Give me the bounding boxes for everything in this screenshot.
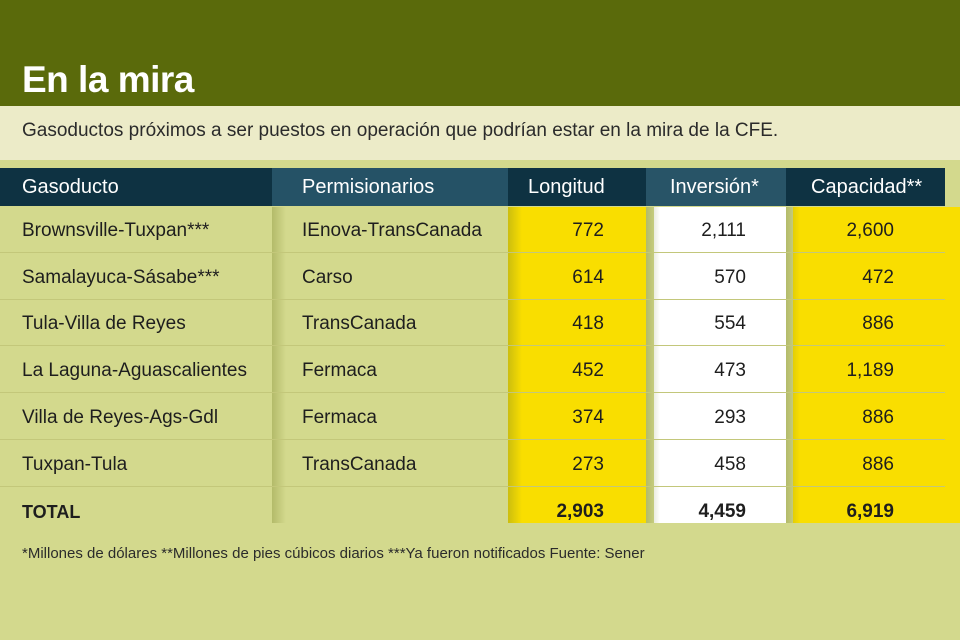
column-shadow [272, 207, 286, 523]
total-inversion: 4,459 [698, 501, 746, 522]
row-divider [0, 486, 945, 487]
cell-gasoducto: Villa de Reyes-Ags-Gdl [22, 407, 219, 428]
longitud-column-highlight [508, 207, 646, 523]
header-segment [272, 168, 508, 206]
cell-permisionario: Fermaca [302, 360, 377, 381]
cell-longitud: 452 [572, 360, 604, 381]
cell-permisionario: Carso [302, 267, 353, 288]
cell-permisionario: TransCanada [302, 313, 417, 334]
column-header-gasoducto: Gasoducto [22, 176, 119, 198]
total-label: TOTAL [22, 502, 81, 522]
cell-permisionario: Fermaca [302, 407, 377, 428]
cell-gasoducto: Tuxpan-Tula [22, 454, 128, 475]
capacidad-column-highlight [793, 207, 960, 523]
footnote: *Millones de dólares **Millones de pies … [22, 545, 645, 562]
header-segment [646, 168, 786, 206]
cell-inversion: 473 [714, 360, 746, 381]
column-header-permisionarios: Permisionarios [302, 176, 435, 198]
cell-longitud: 273 [572, 454, 604, 475]
header-segment [508, 168, 646, 206]
column-shadow [786, 207, 800, 523]
cell-capacidad: 886 [862, 313, 894, 334]
cell-gasoducto: Brownsville-Tuxpan*** [22, 220, 210, 241]
row-divider [0, 392, 945, 393]
cell-gasoducto: Samalayuca-Sásabe*** [22, 267, 220, 288]
row-divider [0, 345, 945, 346]
total-capacidad: 6,919 [846, 501, 894, 522]
cell-inversion: 570 [714, 267, 746, 288]
inversion-column-highlight [654, 207, 786, 523]
cell-permisionario: TransCanada [302, 454, 417, 475]
page-subtitle: Gasoductos próximos a ser puestos en ope… [22, 120, 779, 141]
header-band [0, 0, 960, 106]
column-shadow [508, 207, 522, 523]
cell-capacidad: 886 [862, 454, 894, 475]
cell-inversion: 293 [714, 407, 746, 428]
column-header-capacidad: Capacidad** [811, 176, 923, 198]
column-header-inversion: Inversión* [670, 176, 759, 198]
total-longitud: 2,903 [556, 501, 604, 522]
cell-longitud: 614 [572, 267, 604, 288]
cell-permisionario: IEnova-TransCanada [302, 220, 482, 241]
column-header-longitud: Longitud [528, 176, 605, 198]
cell-capacidad: 472 [862, 267, 894, 288]
page-title: En la mira [22, 59, 194, 100]
subtitle-band [0, 106, 960, 160]
row-divider [0, 439, 945, 440]
cell-capacidad: 2,600 [846, 220, 894, 241]
cell-capacidad: 886 [862, 407, 894, 428]
cell-gasoducto: Tula-Villa de Reyes [22, 313, 186, 334]
header-segment [786, 168, 945, 206]
cell-inversion: 554 [714, 313, 746, 334]
cell-capacidad: 1,189 [846, 360, 894, 381]
cell-longitud: 772 [572, 220, 604, 241]
row-divider [0, 299, 945, 300]
cell-inversion: 2,111 [701, 220, 746, 241]
cell-inversion: 458 [714, 454, 746, 475]
cell-longitud: 374 [572, 407, 604, 428]
cell-longitud: 418 [572, 313, 604, 334]
cell-gasoducto: La Laguna-Aguascalientes [22, 360, 248, 381]
column-shadow [646, 207, 660, 523]
row-divider [0, 252, 945, 253]
